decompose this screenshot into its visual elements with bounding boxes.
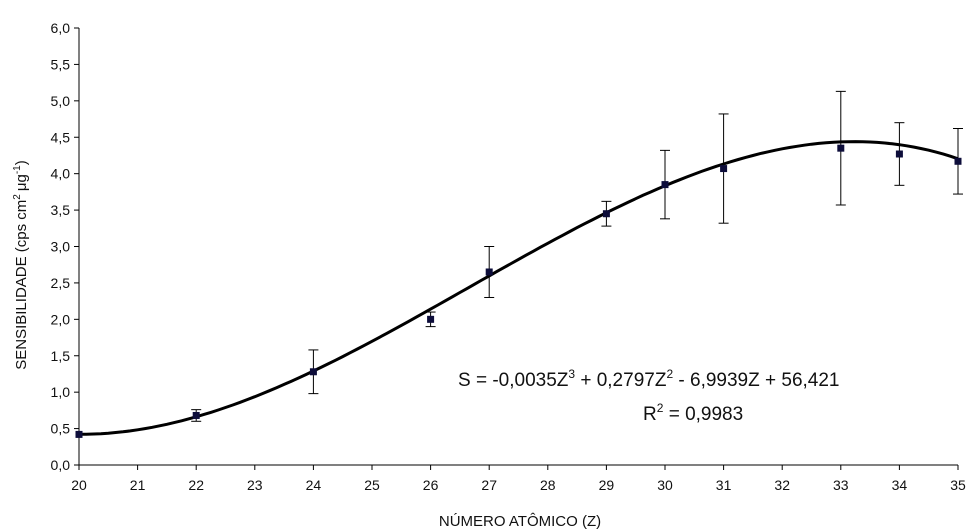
axes — [78, 28, 958, 466]
y-ticks: 0,0 0,5 1,0 1,5 2,0 2,5 3,0 3,5 4,0 4,5 5,0 5,5 6,0 — [51, 20, 79, 473]
y-tick-label: 5,0 — [51, 93, 71, 109]
y-axis-title-sup-cm: 2 — [12, 194, 23, 200]
data-point — [602, 210, 610, 218]
data-point — [485, 268, 493, 276]
y-axis-title-unit: μg — [13, 174, 30, 191]
y-tick-label: 2,5 — [51, 275, 71, 291]
r2-sup: 2 — [657, 401, 664, 415]
data-point — [661, 181, 669, 189]
data-point — [954, 157, 962, 165]
eq-sup-1: 3 — [568, 367, 575, 381]
y-tick-label: 0,5 — [51, 421, 71, 437]
y-tick-label: 3,5 — [51, 202, 71, 218]
y-tick-label: 3,0 — [51, 239, 71, 255]
x-ticks: 20 21 22 23 24 25 26 27 28 29 30 31 32 33 34 35 — [71, 465, 966, 493]
y-tick-label: 1,0 — [51, 384, 71, 400]
r2-part-2: = 0,9983 — [663, 404, 743, 425]
y-axis-title-prefix: SENSIBILIDADE (cps cm — [13, 200, 30, 370]
x-tick-label: 22 — [188, 477, 204, 493]
y-tick-label: 0,0 — [51, 457, 71, 473]
data-point — [720, 165, 728, 173]
y-tick-label: 6,0 — [51, 20, 71, 36]
x-axis-title: NÚMERO ATÔMICO (Z) — [439, 513, 601, 530]
data-point — [837, 144, 845, 152]
y-axis-title-sup-ug: -1 — [12, 165, 23, 174]
x-tick-label: 33 — [833, 477, 849, 493]
x-tick-label: 25 — [364, 477, 380, 493]
data-point — [895, 150, 903, 158]
data-point — [427, 315, 435, 323]
x-tick-label: 30 — [657, 477, 673, 493]
data-point — [192, 411, 200, 419]
x-tick-label: 24 — [306, 477, 322, 493]
x-tick-label: 32 — [774, 477, 790, 493]
x-tick-label: 29 — [599, 477, 615, 493]
y-tick-label: 2,0 — [51, 311, 71, 327]
x-tick-label: 26 — [423, 477, 439, 493]
y-axis-title-close: ) — [13, 160, 30, 165]
y-tick-label: 5,5 — [51, 56, 71, 72]
eq-part-3: - 6,9939Z + 56,421 — [673, 370, 839, 391]
x-tick-label: 35 — [950, 477, 966, 493]
x-tick-label: 20 — [71, 477, 87, 493]
x-tick-label: 27 — [481, 477, 497, 493]
y-axis-title: SENSIBILIDADE (cps cm2 μg-1) — [12, 160, 30, 370]
x-tick-label: 34 — [892, 477, 908, 493]
fit-equation: S = -0,0035Z3 + 0,2797Z2 - 6,9939Z + 56,… — [458, 367, 840, 391]
x-tick-label: 21 — [130, 477, 146, 493]
y-tick-label: 1,5 — [51, 348, 71, 364]
data-points — [75, 144, 962, 438]
r2-part-1: R — [643, 404, 657, 425]
x-tick-label: 31 — [716, 477, 732, 493]
eq-part-1: S = -0,0035Z — [458, 370, 569, 391]
r-squared: R2 = 0,9983 — [643, 401, 743, 425]
data-point — [75, 430, 83, 438]
y-tick-label: 4,0 — [51, 166, 71, 182]
y-axis-title-text: SENSIBILIDADE (cps cm2 μg-1) — [12, 160, 30, 370]
eq-part-2: + 0,2797Z — [575, 370, 667, 391]
eq-sup-2: 2 — [666, 367, 673, 381]
x-tick-label: 23 — [247, 477, 263, 493]
data-point — [309, 368, 317, 376]
y-tick-label: 4,5 — [51, 129, 71, 145]
fit-curve — [79, 140, 959, 436]
x-tick-label: 28 — [540, 477, 556, 493]
